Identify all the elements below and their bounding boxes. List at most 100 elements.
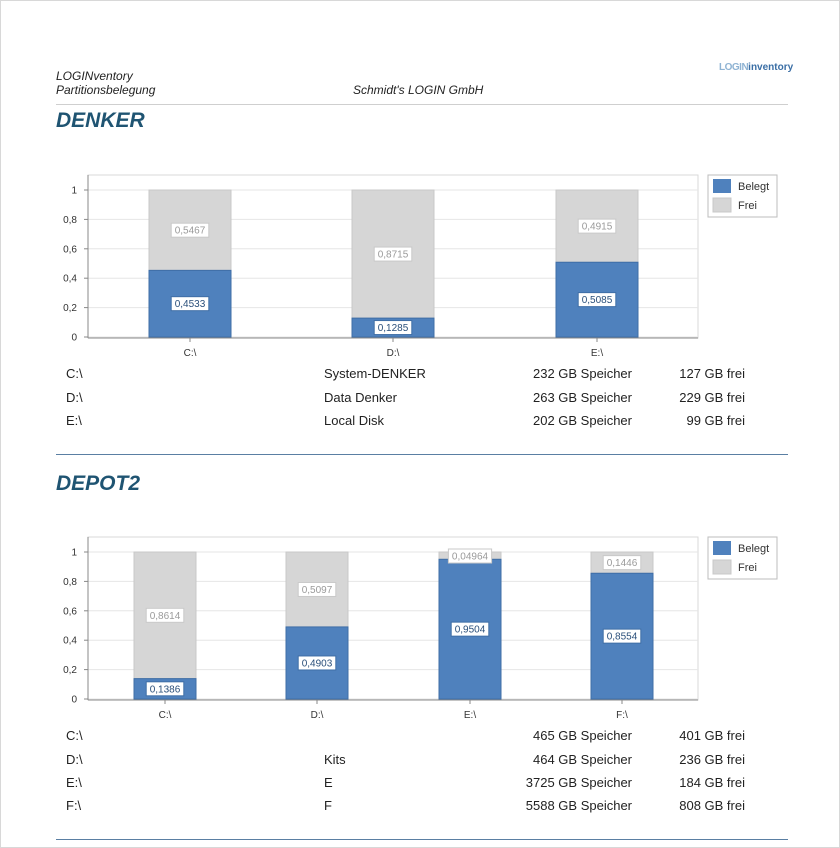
data-label-belegt-box [373, 320, 413, 336]
free-space: 99 GB frei [686, 413, 745, 428]
data-label-frei: 0,1446 [607, 558, 638, 569]
free-space: 127 GB frei [679, 366, 745, 381]
y-tick-label: 0,8 [63, 215, 77, 226]
data-label-belegt: 0,4903 [302, 658, 333, 669]
x-tick-label: C:\ [184, 348, 197, 359]
partition-row: F:\ F 5588 GB Speicher 808 GB frei [1, 798, 840, 816]
legend-label-frei: Frei [738, 562, 757, 574]
data-label-frei: 0,5097 [302, 585, 333, 596]
drive-letter: E:\ [66, 413, 82, 428]
data-label-belegt-box [170, 296, 210, 312]
x-tick-label: F:\ [616, 710, 628, 721]
capacity: 465 GB Speicher [532, 728, 632, 743]
capacity: 263 GB Speicher [532, 390, 632, 405]
data-label-belegt-box [602, 628, 642, 644]
free-space: 401 GB frei [679, 728, 745, 743]
data-label-belegt: 0,1285 [378, 323, 409, 334]
header-divider [56, 104, 788, 105]
data-label-belegt-box [450, 621, 490, 637]
report-name: Partitionsbelegung [56, 83, 156, 97]
partition-chart-denker: 0 0,2 0,4 0,6 0,8 1 0,5467 0,4533 C:\ 0,8715 0,128… [63, 174, 778, 359]
section-divider [56, 839, 788, 840]
x-tick-label: E:\ [464, 710, 476, 721]
legend-label-belegt: Belegt [738, 543, 769, 555]
app-name: LOGINventory [56, 69, 133, 83]
partition-row: C:\ System-DENKER 232 GB Speicher 127 GB fr… [1, 366, 840, 384]
y-tick-label: 0,8 [63, 577, 77, 588]
free-space: 236 GB frei [679, 752, 745, 767]
drive-letter: C:\ [66, 728, 83, 743]
capacity: 3725 GB Speicher [525, 775, 632, 790]
data-label-belegt-box [145, 681, 185, 697]
partition-chart-depot2: 0 0,2 0,4 0,6 0,8 1 0,8614 0,1386 C:\ 0,5097 0,490… [63, 536, 778, 721]
drive-letter: D:\ [66, 390, 83, 405]
capacity: 232 GB Speicher [532, 366, 632, 381]
y-tick-label: 0,4 [63, 274, 77, 285]
free-space: 184 GB frei [679, 775, 745, 790]
section-title-denker: DENKER [56, 109, 145, 132]
drive-letter: E:\ [66, 775, 82, 790]
data-label-frei: 0,04964 [452, 551, 489, 562]
y-tick-label: 0 [71, 695, 77, 706]
capacity: 202 GB Speicher [532, 413, 632, 428]
partition-row: D:\ Data Denker 263 GB Speicher 229 GB frei [1, 390, 840, 408]
volume-label: Data Denker [324, 390, 397, 405]
x-tick-label: D:\ [311, 710, 324, 721]
partition-row: D:\ Kits 464 GB Speicher 236 GB frei [1, 752, 840, 770]
data-label-belegt: 0,9504 [455, 625, 486, 636]
y-tick-label: 0 [71, 333, 77, 344]
volume-label: Kits [324, 752, 346, 767]
y-tick-label: 0,4 [63, 636, 77, 647]
partition-row: E:\ E 3725 GB Speicher 184 GB frei [1, 775, 840, 793]
y-tick-label: 1 [71, 186, 77, 197]
x-tick-label: E:\ [591, 348, 603, 359]
y-tick-label: 0,6 [63, 606, 77, 617]
drive-letter: D:\ [66, 752, 83, 767]
capacity: 464 GB Speicher [532, 752, 632, 767]
data-label-frei-box [577, 218, 617, 234]
data-label-frei-box [145, 607, 185, 623]
legend-label-belegt: Belegt [738, 181, 769, 193]
partition-row: C:\ 465 GB Speicher 401 GB frei [1, 728, 840, 746]
loginventory-logo: LOGINinventory [719, 62, 794, 73]
partition-row: E:\ Local Disk 202 GB Speicher 99 GB frei [1, 413, 840, 431]
volume-label: System-DENKER [324, 366, 426, 381]
x-tick-label: C:\ [159, 710, 172, 721]
data-label-frei-box [297, 581, 337, 597]
data-label-belegt-box [297, 655, 337, 671]
volume-label: Local Disk [324, 413, 384, 428]
data-label-frei: 0,5467 [175, 226, 206, 237]
data-label-frei-box [447, 548, 493, 564]
legend-label-frei: Frei [738, 200, 757, 212]
legend-swatch-belegt [713, 179, 731, 193]
volume-label: E [324, 775, 333, 790]
data-label-frei-box [170, 222, 210, 238]
section-title-depot2: DEPOT2 [56, 472, 141, 495]
y-tick-label: 0,2 [63, 303, 77, 314]
data-label-belegt: 0,5085 [582, 295, 613, 306]
free-space: 229 GB frei [679, 390, 745, 405]
data-label-frei: 0,4915 [582, 222, 613, 233]
data-label-frei: 0,8614 [150, 611, 181, 622]
data-label-belegt: 0,4533 [175, 299, 206, 310]
data-label-frei-box [373, 246, 413, 262]
y-tick-label: 0,6 [63, 244, 77, 255]
drive-letter: C:\ [66, 366, 83, 381]
volume-label: F [324, 798, 332, 813]
y-tick-label: 1 [71, 548, 77, 559]
data-label-belegt: 0,8554 [607, 632, 638, 643]
legend-swatch-frei [712, 197, 732, 213]
x-tick-label: D:\ [387, 348, 400, 359]
legend-swatch-belegt [713, 541, 731, 555]
data-label-belegt-box [577, 292, 617, 308]
legend-swatch-frei [712, 559, 732, 575]
drive-letter: F:\ [66, 798, 82, 813]
data-label-frei-box [602, 555, 642, 571]
capacity: 5588 GB Speicher [525, 798, 632, 813]
data-label-belegt: 0,1386 [150, 684, 181, 695]
free-space: 808 GB frei [679, 798, 745, 813]
company-name: Schmidt's LOGIN GmbH [353, 83, 484, 97]
y-tick-label: 0,2 [63, 665, 77, 676]
data-label-frei: 0,8715 [378, 250, 409, 261]
